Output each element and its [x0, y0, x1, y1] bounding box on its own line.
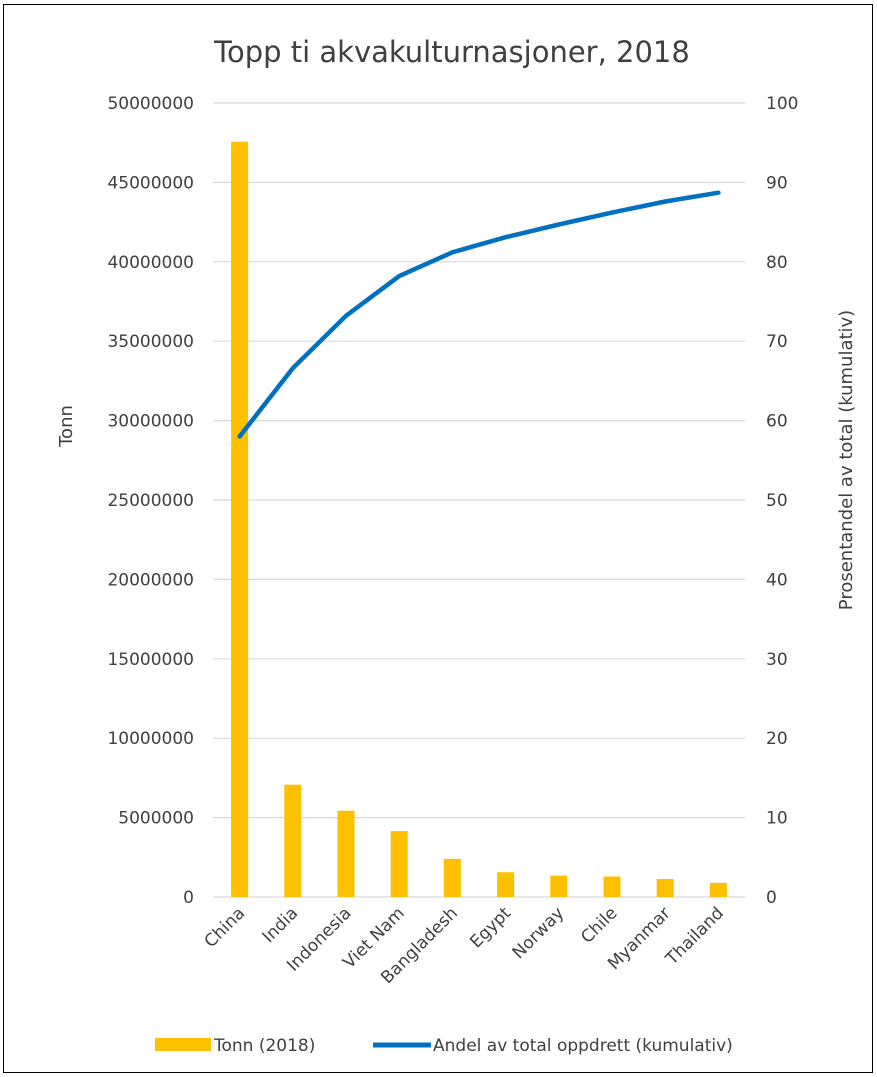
left-axis-tick-label: 0	[183, 888, 194, 908]
chart-title: Topp ti akvakulturnasjoner, 2018	[213, 35, 690, 69]
bar-series	[231, 141, 727, 897]
right-axis-ticks: 0 10 20 30 40 50 60 70 80 90 100	[766, 94, 798, 908]
right-axis-tick-label: 50	[766, 491, 788, 511]
right-axis-title: Prosentandel av total (kumulativ)	[836, 310, 857, 610]
legend-label-bar: Tonn (2018)	[213, 1036, 315, 1056]
bar	[284, 784, 302, 897]
bar	[337, 810, 355, 897]
right-axis-tick-label: 60	[766, 412, 788, 432]
right-axis-tick-label: 100	[766, 94, 798, 114]
legend-swatch-bar	[155, 1038, 211, 1051]
bar	[231, 141, 249, 897]
left-axis-title: Tonn	[56, 405, 77, 448]
cumulative-line	[237, 190, 721, 439]
left-axis-ticks: 0 5000000 10000000 15000000 20000000 25000000…	[107, 94, 194, 908]
right-axis-tick-label: 30	[766, 650, 788, 670]
bar	[443, 858, 461, 897]
left-axis-tick-label: 5000000	[118, 809, 194, 829]
bar	[550, 875, 568, 897]
x-axis-tick-label: China	[201, 903, 249, 951]
left-axis-tick-label: 15000000	[107, 650, 194, 670]
right-axis-tick-label: 0	[766, 888, 777, 908]
line-series	[237, 190, 721, 439]
bar	[656, 879, 674, 897]
bar	[390, 831, 408, 897]
bar	[497, 872, 515, 897]
gridlines	[213, 102, 745, 898]
left-axis-tick-label: 45000000	[107, 173, 194, 193]
right-axis-tick-label: 10	[766, 809, 788, 829]
left-axis-tick-label: 35000000	[107, 332, 194, 352]
right-axis-tick-label: 20	[766, 729, 788, 749]
x-axis-tick-label: Chile	[577, 903, 621, 947]
right-axis-tick-label: 40	[766, 570, 788, 590]
right-axis-tick-label: 90	[766, 173, 788, 193]
left-axis-tick-label: 10000000	[107, 729, 194, 749]
left-axis-tick-label: 40000000	[107, 253, 194, 273]
left-axis-tick-label: 20000000	[107, 570, 194, 590]
legend: Tonn (2018) Andel av total oppdrett (kum…	[155, 1036, 733, 1056]
left-axis-tick-label: 25000000	[107, 491, 194, 511]
x-axis-tick-label: Egypt	[466, 903, 515, 952]
bar	[709, 882, 727, 897]
legend-label-line: Andel av total oppdrett (kumulativ)	[433, 1036, 733, 1056]
x-axis-tick-label: Norway	[509, 903, 569, 963]
right-axis-tick-label: 70	[766, 332, 788, 352]
left-axis-tick-label: 30000000	[107, 412, 194, 432]
right-axis-tick-label: 80	[766, 253, 788, 273]
bar	[603, 876, 621, 897]
x-axis-tick-label: Thailand	[661, 903, 727, 969]
x-axis-tick-label: India	[259, 903, 303, 947]
left-axis-tick-label: 50000000	[107, 94, 194, 114]
